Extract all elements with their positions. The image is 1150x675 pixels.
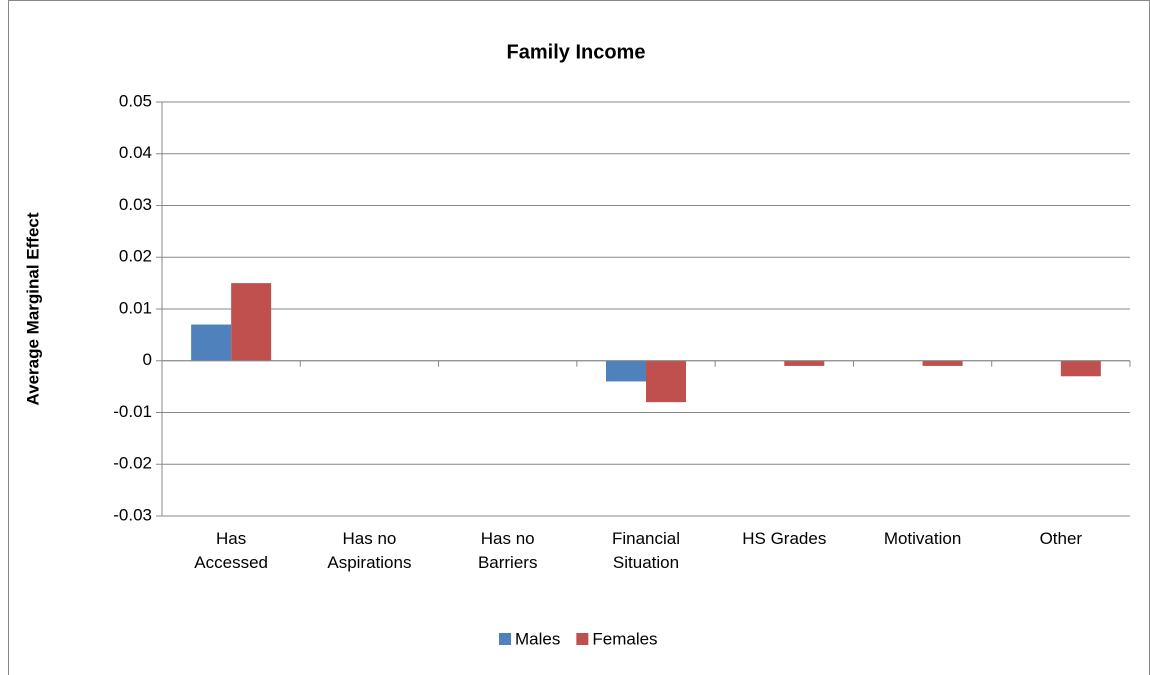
bar: [646, 360, 686, 403]
y-tick-label: -0.02: [113, 454, 152, 473]
x-tick-label: Other: [1039, 529, 1083, 548]
legend-swatch: [499, 633, 511, 645]
y-tick-label: 0.02: [119, 247, 152, 266]
x-tick-label: Has no Barriers: [477, 529, 538, 572]
y-tick-label: 0.05: [119, 91, 152, 110]
y-tick-label: 0.03: [119, 195, 152, 214]
y-tick-label: 0.01: [119, 298, 152, 317]
y-tick-label: -0.01: [113, 402, 152, 421]
x-tick-label: Financial Situation: [611, 529, 681, 572]
legend-label: Males: [515, 629, 560, 648]
bar: [784, 360, 825, 366]
y-tick-label: 0.04: [119, 143, 152, 162]
x-tick-label: Has no Aspirations: [327, 529, 412, 572]
bar: [191, 324, 232, 361]
bar: [606, 360, 646, 382]
bar: [1060, 360, 1101, 377]
y-axis-label: Average Marginal Effect: [23, 212, 42, 405]
bar: [922, 360, 963, 366]
y-tick-label: 0: [143, 350, 152, 369]
y-tick-label: -0.03: [113, 505, 152, 524]
chart-title: Family Income: [507, 41, 646, 63]
bar: [231, 283, 272, 361]
x-tick-label: Motivation: [883, 529, 962, 548]
x-tick-label: Has Accessed: [194, 529, 268, 572]
legend-label: Females: [592, 629, 657, 648]
x-tick-label: HS Grades: [742, 529, 827, 548]
legend-swatch: [576, 633, 589, 645]
